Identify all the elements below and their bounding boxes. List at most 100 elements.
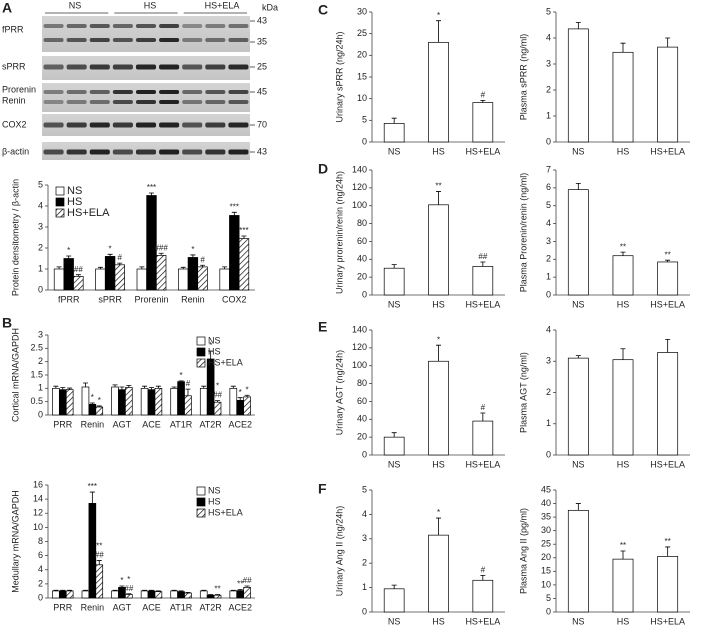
panel-letter: F [318, 481, 327, 497]
error-bar [665, 259, 671, 262]
blot-band [66, 64, 87, 70]
blot-band [159, 122, 180, 128]
x-tick-label: NS [388, 459, 401, 469]
bar [118, 389, 126, 416]
y-tick-label: 2.5 [30, 343, 43, 353]
bar [383, 436, 405, 456]
significance-label: ## [478, 252, 487, 261]
x-tick-label: Renin [181, 294, 205, 304]
bar [81, 590, 90, 599]
bar [147, 389, 156, 416]
error-bar [117, 262, 123, 265]
x-tick-label: COX2 [222, 294, 247, 304]
significance-label: * [209, 341, 212, 350]
bar [140, 387, 149, 416]
y-tick-label: 0.5 [30, 396, 43, 406]
error-bar [67, 387, 73, 390]
y-tick-label: 140 [352, 324, 367, 334]
y-tick-label: 35 [541, 511, 551, 521]
legend-label: NS [67, 185, 82, 197]
bar [81, 386, 90, 416]
x-tick-label: HS [617, 146, 630, 156]
blot-band [89, 38, 110, 42]
bar [472, 266, 494, 296]
error-bar [96, 405, 102, 407]
error-bar [201, 385, 207, 389]
y-tick-label: 4 [546, 218, 551, 228]
x-tick-label: AT2R [199, 419, 222, 429]
bar [111, 590, 119, 599]
significance-label: ## [95, 551, 104, 560]
bar [383, 588, 405, 613]
blot-band [112, 24, 133, 28]
error-bar [107, 253, 113, 257]
bar [236, 399, 245, 416]
y-tick-label: 2 [546, 254, 551, 264]
y-tick-label: 16 [33, 479, 43, 489]
x-tick-label: HS [617, 616, 630, 626]
marker-label: 43 [257, 146, 267, 156]
legend-swatch [196, 358, 206, 368]
error-bar [480, 575, 486, 581]
y-tick-label: 2 [38, 356, 43, 366]
blot-band [205, 90, 226, 94]
y-tick-label: 0 [362, 289, 367, 299]
error-bar [391, 432, 397, 438]
y-tick-label: 60 [357, 396, 367, 406]
error-bar [67, 589, 73, 591]
x-tick-label: HS+ELA [650, 146, 685, 156]
error-bar [575, 503, 581, 511]
error-bar [480, 261, 486, 267]
error-bar [436, 20, 441, 43]
x-tick-label: AT2R [199, 602, 222, 612]
bar [125, 387, 133, 416]
significance-label: ** [665, 250, 671, 259]
unit-label: kDa [262, 2, 278, 12]
bar [236, 590, 245, 599]
bar [657, 46, 679, 143]
x-tick-label: HS [432, 146, 445, 156]
x-tick-label: ACE [142, 602, 161, 612]
y-tick-label: 0 [38, 284, 43, 294]
bar [657, 352, 679, 456]
blot-band [228, 100, 249, 104]
y-tick-label: 2 [546, 84, 551, 94]
x-tick-label: HS [432, 459, 445, 469]
y-tick-label: 30 [541, 525, 551, 535]
y-tick-label: 2 [38, 242, 43, 252]
blot-band [182, 149, 203, 155]
error-bar [215, 400, 221, 403]
blot-row-label: Prorenin [2, 84, 36, 94]
bar [472, 102, 494, 143]
blot-band [159, 38, 180, 42]
blot-band [159, 100, 180, 104]
y-tick-label: 120 [352, 182, 367, 192]
blot-band [205, 122, 226, 128]
error-bar [66, 255, 72, 259]
blot-band [66, 149, 87, 155]
bar [58, 590, 67, 599]
significance-label: *** [88, 482, 97, 491]
x-tick-label: NS [572, 299, 585, 309]
x-tick-label: ACE2 [228, 602, 252, 612]
blot-band [112, 149, 133, 155]
error-bar [149, 387, 154, 390]
y-tick-label: 5 [38, 179, 43, 189]
y-tick-label: 80 [357, 218, 367, 228]
bar [428, 204, 449, 296]
error-bar [53, 589, 59, 591]
blot-band [182, 90, 203, 94]
y-tick-label: 30 [357, 6, 367, 16]
error-bar [56, 266, 62, 269]
y-tick-label: 1 [362, 582, 367, 592]
significance-label: * [98, 396, 101, 405]
y-tick-label: 3 [546, 356, 551, 366]
bar [428, 41, 449, 143]
y-tick-label: 0 [362, 136, 367, 146]
error-bar [665, 546, 671, 557]
bar [177, 591, 185, 599]
y-tick-label: 80 [357, 378, 367, 388]
y-tick-label: 4 [362, 509, 367, 519]
bar [229, 590, 238, 599]
